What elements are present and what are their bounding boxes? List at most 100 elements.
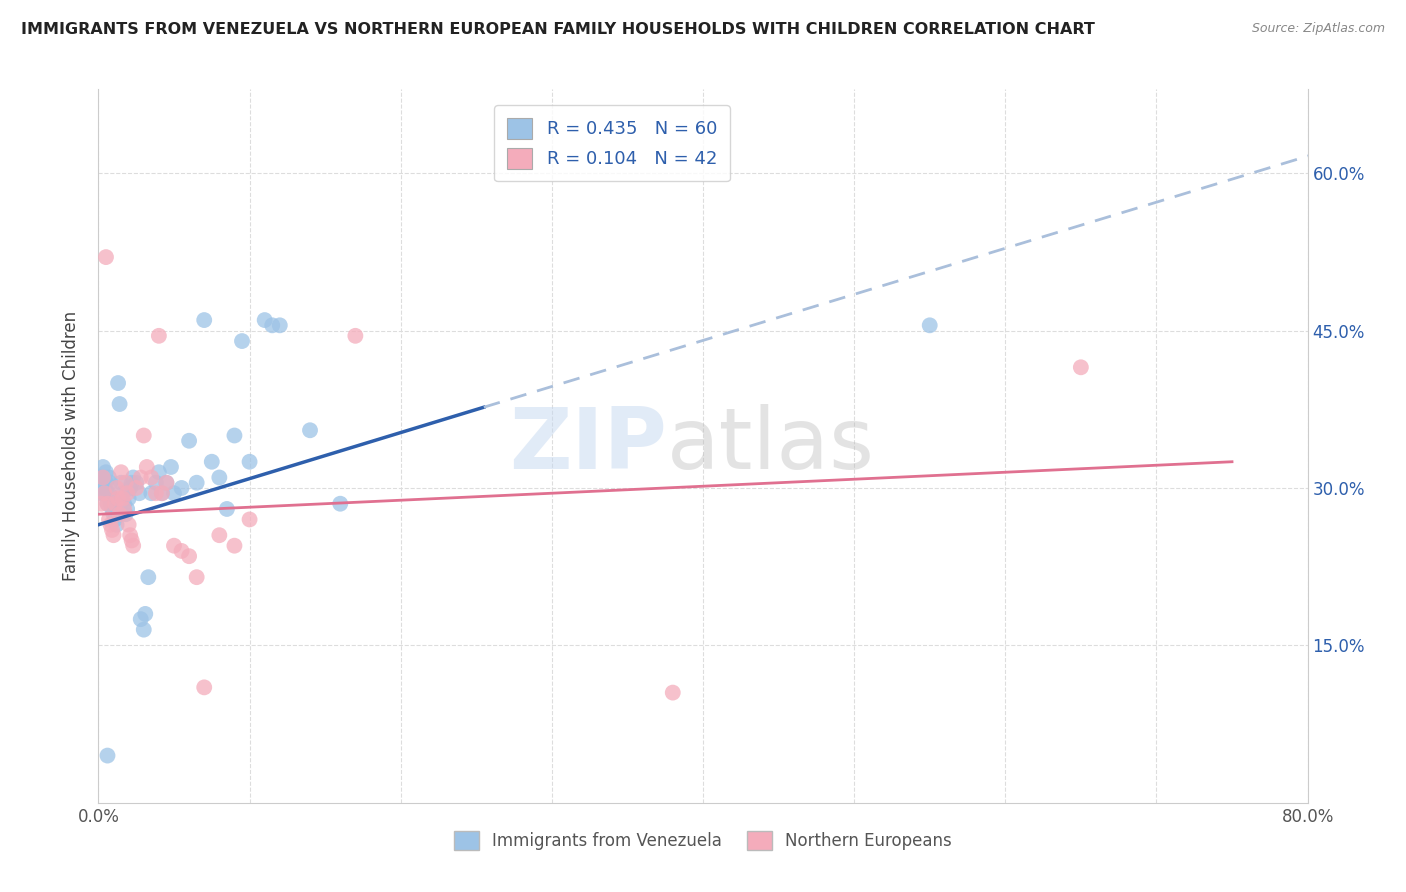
Point <box>253 313 276 327</box>
Point <box>132 623 155 637</box>
Point <box>215 502 238 516</box>
Point <box>110 465 132 479</box>
Y-axis label: Family Households with Children: Family Households with Children <box>62 311 80 581</box>
Point <box>94 475 117 490</box>
Point <box>122 470 145 484</box>
Point <box>98 512 121 526</box>
Point <box>179 434 201 448</box>
Point <box>170 481 193 495</box>
Point <box>118 517 141 532</box>
Point <box>115 502 138 516</box>
Point <box>344 328 367 343</box>
Point <box>114 475 136 490</box>
Text: ZIP: ZIP <box>509 404 666 488</box>
Point <box>103 528 125 542</box>
Point <box>96 486 118 500</box>
Text: Source: ZipAtlas.com: Source: ZipAtlas.com <box>1251 22 1385 36</box>
Point <box>239 455 262 469</box>
Point <box>100 475 122 490</box>
Point <box>98 470 121 484</box>
Point <box>186 570 208 584</box>
Point <box>107 491 129 506</box>
Point <box>155 475 177 490</box>
Point <box>231 334 253 348</box>
Point <box>120 528 142 542</box>
Point <box>93 481 115 495</box>
Text: atlas: atlas <box>666 404 875 488</box>
Point <box>118 491 141 506</box>
Point <box>90 486 112 500</box>
Point <box>125 475 148 490</box>
Point <box>104 512 127 526</box>
Point <box>96 748 118 763</box>
Point <box>661 685 683 699</box>
Point <box>105 481 128 495</box>
Point <box>111 491 134 506</box>
Point <box>150 486 173 500</box>
Point <box>94 465 117 479</box>
Point <box>201 455 224 469</box>
Point <box>128 486 150 500</box>
Point <box>100 517 122 532</box>
Point <box>148 328 170 343</box>
Point <box>90 497 112 511</box>
Point <box>111 486 134 500</box>
Point <box>129 470 152 484</box>
Point <box>148 465 170 479</box>
Point <box>132 428 155 442</box>
Point <box>208 528 231 542</box>
Point <box>163 486 186 500</box>
Point <box>115 486 138 500</box>
Point <box>121 475 143 490</box>
Point <box>179 549 201 564</box>
Point <box>110 475 132 490</box>
Point <box>121 533 143 548</box>
Point <box>112 502 135 516</box>
Point <box>150 486 173 500</box>
Point <box>155 475 177 490</box>
Point <box>91 460 114 475</box>
Point <box>94 250 117 264</box>
Point <box>98 486 121 500</box>
Point <box>114 507 136 521</box>
Point <box>135 460 157 475</box>
Point <box>1070 360 1092 375</box>
Point <box>96 497 118 511</box>
Point <box>122 539 145 553</box>
Point <box>105 517 128 532</box>
Point <box>329 497 352 511</box>
Point <box>193 313 215 327</box>
Point <box>186 475 208 490</box>
Point <box>193 681 215 695</box>
Point <box>107 376 129 390</box>
Point <box>89 470 111 484</box>
Point <box>141 470 163 484</box>
Point <box>208 470 231 484</box>
Point <box>101 502 124 516</box>
Point <box>170 544 193 558</box>
Point <box>101 523 124 537</box>
Point <box>134 607 156 621</box>
Point <box>91 470 114 484</box>
Point <box>145 475 167 490</box>
Point <box>100 497 122 511</box>
Point <box>224 539 246 553</box>
Point <box>96 497 118 511</box>
Point <box>163 539 186 553</box>
Point <box>136 570 159 584</box>
Point <box>224 428 246 442</box>
Point <box>141 486 163 500</box>
Point <box>90 475 112 490</box>
Point <box>93 486 115 500</box>
Point <box>262 318 284 333</box>
Point <box>104 497 127 511</box>
Point <box>239 512 262 526</box>
Point <box>160 460 183 475</box>
Text: IMMIGRANTS FROM VENEZUELA VS NORTHERN EUROPEAN FAMILY HOUSEHOLDS WITH CHILDREN C: IMMIGRANTS FROM VENEZUELA VS NORTHERN EU… <box>21 22 1095 37</box>
Legend: Immigrants from Venezuela, Northern Europeans: Immigrants from Venezuela, Northern Euro… <box>446 822 960 859</box>
Point <box>269 318 291 333</box>
Point <box>129 612 152 626</box>
Point <box>108 507 131 521</box>
Point <box>120 481 142 495</box>
Point <box>112 497 135 511</box>
